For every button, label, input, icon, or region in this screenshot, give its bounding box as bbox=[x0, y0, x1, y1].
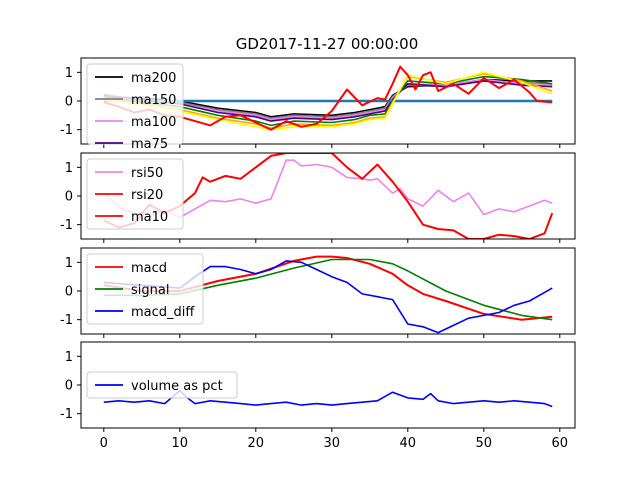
y-tick-label: 0 bbox=[65, 379, 73, 394]
series-line-rsi50 bbox=[103, 159, 553, 219]
legend-label: macd bbox=[131, 261, 167, 276]
legend-label: ma10 bbox=[131, 210, 168, 225]
legend-label: volume as pct bbox=[131, 379, 223, 394]
subplot-3: 1 0 -1 macd signal macd_diff bbox=[60, 247, 576, 338]
y-tick-label: 1 bbox=[65, 350, 73, 365]
y-tick-label: 0 bbox=[65, 285, 73, 300]
x-tick-label: 0 bbox=[100, 436, 108, 451]
legend: ma200 ma150 ma100 ma75 bbox=[86, 63, 184, 152]
series-line-line-7 bbox=[103, 71, 553, 131]
legend-box bbox=[86, 371, 238, 399]
subplot-2: 1 0 -1 rsi50 rsi20 ma10 bbox=[60, 152, 576, 243]
legend-label: signal bbox=[131, 283, 169, 298]
x-tick-label: 40 bbox=[400, 436, 417, 451]
y-tick-label: 1 bbox=[65, 256, 73, 271]
subplot-1: 1 0 -1 ma200 ma150 ma100 ma75 bbox=[60, 57, 576, 152]
x-tick-label: 60 bbox=[552, 436, 569, 451]
y-tick-label: 1 bbox=[65, 161, 73, 176]
legend-label: ma200 bbox=[131, 71, 176, 86]
y-tick-label: 0 bbox=[65, 190, 73, 205]
y-tick-label: -1 bbox=[60, 407, 73, 422]
legend-box bbox=[86, 63, 184, 145]
legend-label: rsi50 bbox=[131, 166, 163, 181]
y-tick-label: 0 bbox=[65, 95, 73, 110]
y-tick-label: 1 bbox=[65, 66, 73, 81]
y-tick-label: -1 bbox=[60, 313, 73, 328]
chart-title: GD2017-11-27 00:00:00 bbox=[236, 35, 418, 53]
series-line-macd-diff bbox=[103, 260, 553, 334]
x-tick-label: 30 bbox=[324, 436, 341, 451]
x-tick-label: 10 bbox=[172, 436, 189, 451]
series-line-ma100 bbox=[103, 78, 553, 121]
series-line-macd bbox=[103, 255, 553, 321]
series-line-ma75 bbox=[103, 80, 553, 122]
legend-label: rsi20 bbox=[131, 188, 163, 203]
legend-label: ma150 bbox=[131, 93, 176, 108]
x-tick-label: 50 bbox=[476, 436, 493, 451]
legend-label: ma100 bbox=[131, 115, 176, 130]
legend-box bbox=[86, 253, 204, 325]
x-tick-label: 20 bbox=[248, 436, 265, 451]
series-line-line-5 bbox=[103, 75, 553, 127]
legend: macd signal macd_diff bbox=[86, 253, 204, 325]
legend: volume as pct bbox=[86, 371, 238, 399]
legend-label: ma75 bbox=[131, 137, 168, 152]
y-tick-label: -1 bbox=[60, 218, 73, 233]
legend-label: macd_diff bbox=[131, 305, 195, 320]
legend-box bbox=[86, 158, 184, 230]
y-tick-label: -1 bbox=[60, 123, 73, 138]
legend: rsi50 rsi20 ma10 bbox=[86, 158, 184, 230]
series-line-line-8 bbox=[103, 65, 553, 131]
